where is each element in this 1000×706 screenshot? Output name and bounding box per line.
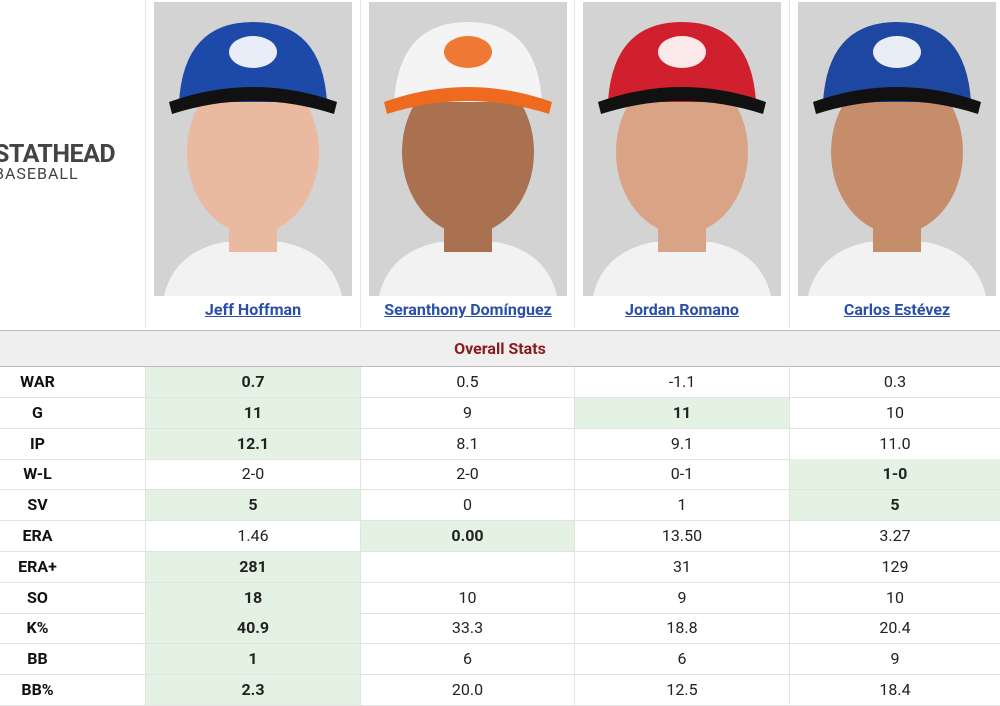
- stat-cell: 5: [789, 490, 1000, 521]
- stat-row: WAR 0.7 0.5 -1.1 0.3: [0, 367, 1000, 398]
- stat-label: G: [32, 402, 43, 422]
- stat-cell: 0.3: [789, 367, 1000, 397]
- stat-label: K%: [26, 618, 49, 638]
- stat-row: W-L 2-0 2-0 0-1 1-0: [0, 459, 1000, 491]
- stat-cell: -1.1: [574, 367, 789, 397]
- player-column: Seranthony Domínguez: [360, 0, 575, 328]
- stat-cell: 1.46: [145, 521, 360, 551]
- stat-row: SO 18 10 9 10: [0, 582, 1000, 614]
- photo-art: [593, 22, 771, 296]
- stat-cell: 3.27: [789, 521, 1000, 551]
- stat-cell: 9.1: [574, 428, 789, 459]
- stat-label: BB%: [21, 680, 54, 699]
- photo-art: [808, 22, 986, 296]
- stat-cell: 9: [360, 397, 574, 428]
- player-photo: [583, 2, 781, 296]
- stat-cell: 0.00: [360, 521, 574, 551]
- player-photo: [798, 2, 996, 296]
- stat-label: ERA+: [18, 556, 57, 576]
- logo-text: STATHEAD: [0, 140, 116, 169]
- stat-cell: 1: [145, 644, 360, 675]
- stat-label: BB: [27, 649, 48, 669]
- photo-art: [164, 22, 342, 296]
- stat-cell: 20.4: [789, 613, 1000, 644]
- player-link[interactable]: Seranthony Domínguez: [384, 300, 552, 319]
- stat-cell: 18: [145, 582, 360, 613]
- logo: STATHEAD BASEBALL: [0, 140, 116, 183]
- stat-cell: 6: [574, 644, 789, 675]
- stat-cell: 20.0: [360, 675, 574, 705]
- player-photo: [154, 2, 352, 296]
- stat-row: K% 40.9 33.3 18.8 20.4: [0, 613, 1000, 645]
- stat-cell: 10: [789, 397, 1000, 428]
- stat-cell: 5: [145, 490, 360, 521]
- stat-label: SO: [27, 587, 48, 607]
- stat-label: W-L: [23, 464, 52, 484]
- stat-cell: 0: [360, 490, 574, 521]
- stat-cell: 33.3: [360, 613, 574, 644]
- player-link[interactable]: Carlos Estévez: [843, 300, 951, 319]
- header: STATHEAD BASEBALL Jeff Hoffman Seranthon…: [0, 0, 1000, 330]
- stat-row: IP 12.1 8.1 9.1 11.0: [0, 428, 1000, 460]
- stat-cell: 18.4: [789, 675, 1000, 705]
- stat-cell: 0.5: [360, 367, 574, 397]
- stat-row: BB 1 6 6 9: [0, 644, 1000, 676]
- player-photo: [369, 2, 567, 296]
- stat-cell: 2-0: [360, 459, 574, 490]
- stat-row: G 11 9 11 10: [0, 397, 1000, 429]
- stat-cell: 281: [145, 551, 360, 582]
- stat-label: ERA: [22, 526, 53, 545]
- player-link[interactable]: Jordan Romano: [625, 300, 739, 319]
- stat-cell: [360, 551, 574, 582]
- stat-row: ERA+ 281 31 129: [0, 551, 1000, 583]
- stat-cell: 9: [574, 582, 789, 613]
- stat-cell: 12.1: [145, 428, 360, 459]
- stat-cell: 9: [789, 644, 1000, 675]
- stat-cell: 10: [360, 582, 574, 613]
- stat-cell: 0.7: [145, 367, 360, 397]
- stat-row: ERA 1.46 0.00 13.50 3.27: [0, 521, 1000, 552]
- stat-cell: 129: [789, 551, 1000, 582]
- stat-cell: 12.5: [574, 675, 789, 705]
- stat-cell: 11: [574, 397, 789, 428]
- stat-row: SV 5 0 1 5: [0, 490, 1000, 522]
- stat-label: WAR: [20, 372, 55, 391]
- logo-subtext: BASEBALL: [0, 164, 79, 183]
- stat-cell: 10: [789, 582, 1000, 613]
- stat-label: IP: [30, 433, 45, 453]
- stat-cell: 31: [574, 551, 789, 582]
- stat-cell: 1-0: [789, 459, 1000, 490]
- stat-cell: 11: [145, 397, 360, 428]
- stat-cell: 13.50: [574, 521, 789, 551]
- stat-cell: 0-1: [574, 459, 789, 490]
- stat-cell: 18.8: [574, 613, 789, 644]
- stat-cell: 6: [360, 644, 574, 675]
- player-column: Jeff Hoffman: [145, 0, 360, 328]
- stat-cell: 8.1: [360, 428, 574, 459]
- stat-cell: 2-0: [145, 459, 360, 490]
- photo-art: [379, 22, 557, 296]
- stat-cell: 2.3: [145, 675, 360, 705]
- section-header: Overall Stats: [0, 330, 1000, 367]
- stat-cell: 1: [574, 490, 789, 521]
- stat-label: SV: [27, 495, 48, 515]
- stat-row: BB% 2.3 20.0 12.5 18.4: [0, 675, 1000, 706]
- stat-cell: 11.0: [789, 428, 1000, 459]
- stat-cell: 40.9: [145, 613, 360, 644]
- player-link[interactable]: Jeff Hoffman: [204, 300, 302, 319]
- player-column: Jordan Romano: [574, 0, 789, 328]
- player-column: Carlos Estévez: [789, 0, 1000, 328]
